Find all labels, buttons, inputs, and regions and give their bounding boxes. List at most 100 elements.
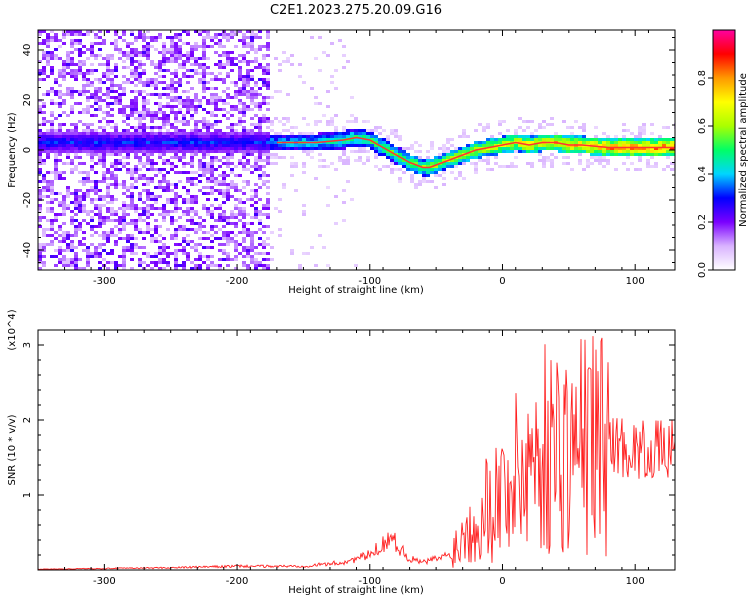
- heatmap-cell: [110, 141, 114, 144]
- heatmap-cell: [146, 132, 150, 135]
- heatmap-cell: [314, 264, 318, 267]
- heatmap-cell: [202, 204, 206, 207]
- heatmap-cell: [354, 264, 358, 267]
- heatmap-cell: [126, 54, 130, 57]
- heatmap-cell: [374, 150, 378, 153]
- heatmap-cell: [354, 144, 358, 147]
- heatmap-cell: [182, 99, 186, 102]
- heatmap-cell: [46, 42, 50, 45]
- heatmap-cell: [122, 210, 126, 213]
- heatmap-cell: [198, 222, 202, 225]
- heatmap-cell: [166, 138, 170, 141]
- heatmap-cell: [122, 114, 126, 117]
- heatmap-cell: [262, 264, 266, 267]
- heatmap-cell: [190, 153, 194, 156]
- heatmap-cell: [266, 36, 270, 39]
- heatmap-cell: [146, 150, 150, 153]
- heatmap-cell: [266, 159, 270, 162]
- heatmap-cell: [146, 204, 150, 207]
- heatmap-cell: [82, 207, 86, 210]
- heatmap-cell: [90, 129, 94, 132]
- heatmap-cell: [178, 249, 182, 252]
- heatmap-cell: [422, 162, 426, 165]
- heatmap-cell: [54, 129, 58, 132]
- heatmap-cell: [614, 147, 618, 150]
- heatmap-cell: [150, 237, 154, 240]
- heatmap-cell: [246, 60, 250, 63]
- heatmap-cell: [222, 174, 226, 177]
- heatmap-cell: [106, 219, 110, 222]
- heatmap-cell: [178, 195, 182, 198]
- heatmap-cell: [242, 78, 246, 81]
- heatmap-cell: [194, 96, 198, 99]
- heatmap-cell: [130, 222, 134, 225]
- heatmap-cell: [74, 75, 78, 78]
- heatmap-cell: [334, 168, 338, 171]
- heatmap-cell: [598, 162, 602, 165]
- heatmap-cell: [270, 123, 274, 126]
- heatmap-cell: [130, 30, 134, 33]
- heatmap-cell: [538, 159, 542, 162]
- heatmap-cell: [170, 51, 174, 54]
- heatmap-cell: [206, 87, 210, 90]
- heatmap-cell: [250, 222, 254, 225]
- heatmap-cell: [38, 105, 42, 108]
- heatmap-cell: [234, 213, 238, 216]
- heatmap-cell: [42, 159, 46, 162]
- heatmap-cell: [182, 165, 186, 168]
- heatmap-cell: [182, 210, 186, 213]
- heatmap-cell: [246, 135, 250, 138]
- heatmap-cell: [302, 144, 306, 147]
- heatmap-cell: [138, 75, 142, 78]
- heatmap-cell: [210, 132, 214, 135]
- heatmap-cell: [114, 153, 118, 156]
- heatmap-cell: [130, 75, 134, 78]
- heatmap-cell: [114, 102, 118, 105]
- heatmap-cell: [210, 45, 214, 48]
- heatmap-cell: [438, 159, 442, 162]
- heatmap-cell: [554, 144, 558, 147]
- heatmap-cell: [402, 162, 406, 165]
- heatmap-cell: [482, 150, 486, 153]
- heatmap-cell: [602, 144, 606, 147]
- heatmap-cell: [238, 243, 242, 246]
- heatmap-cell: [206, 255, 210, 258]
- heatmap-cell: [274, 156, 278, 159]
- heatmap-cell: [566, 150, 570, 153]
- heatmap-cell: [286, 144, 290, 147]
- heatmap-cell: [422, 171, 426, 174]
- heatmap-cell: [114, 264, 118, 267]
- heatmap-cell: [418, 150, 422, 153]
- heatmap-cell: [38, 141, 42, 144]
- heatmap-cell: [670, 138, 674, 141]
- heatmap-cell: [550, 147, 554, 150]
- heatmap-cell: [602, 147, 606, 150]
- heatmap-cell: [254, 33, 258, 36]
- heatmap-cell: [426, 174, 430, 177]
- heatmap-cell: [142, 219, 146, 222]
- heatmap-cell: [214, 207, 218, 210]
- heatmap-cell: [178, 36, 182, 39]
- heatmap-cell: [238, 138, 242, 141]
- heatmap-cell: [162, 252, 166, 255]
- heatmap-cell: [442, 159, 446, 162]
- heatmap-cell: [78, 120, 82, 123]
- heatmap-cell: [86, 258, 90, 261]
- heatmap-cell: [218, 216, 222, 219]
- heatmap-cell: [178, 48, 182, 51]
- heatmap-cell: [266, 63, 270, 66]
- heatmap-cell: [190, 183, 194, 186]
- heatmap-cell: [210, 78, 214, 81]
- heatmap-cell: [98, 204, 102, 207]
- heatmap-cell: [442, 183, 446, 186]
- heatmap-cell: [250, 75, 254, 78]
- heatmap-cell: [266, 66, 270, 69]
- heatmap-cell: [118, 255, 122, 258]
- heatmap-cell: [170, 126, 174, 129]
- heatmap-cell: [70, 243, 74, 246]
- heatmap-cell: [206, 198, 210, 201]
- heatmap-cell: [658, 150, 662, 153]
- heatmap-cell: [354, 138, 358, 141]
- heatmap-cell: [246, 78, 250, 81]
- heatmap-cell: [158, 207, 162, 210]
